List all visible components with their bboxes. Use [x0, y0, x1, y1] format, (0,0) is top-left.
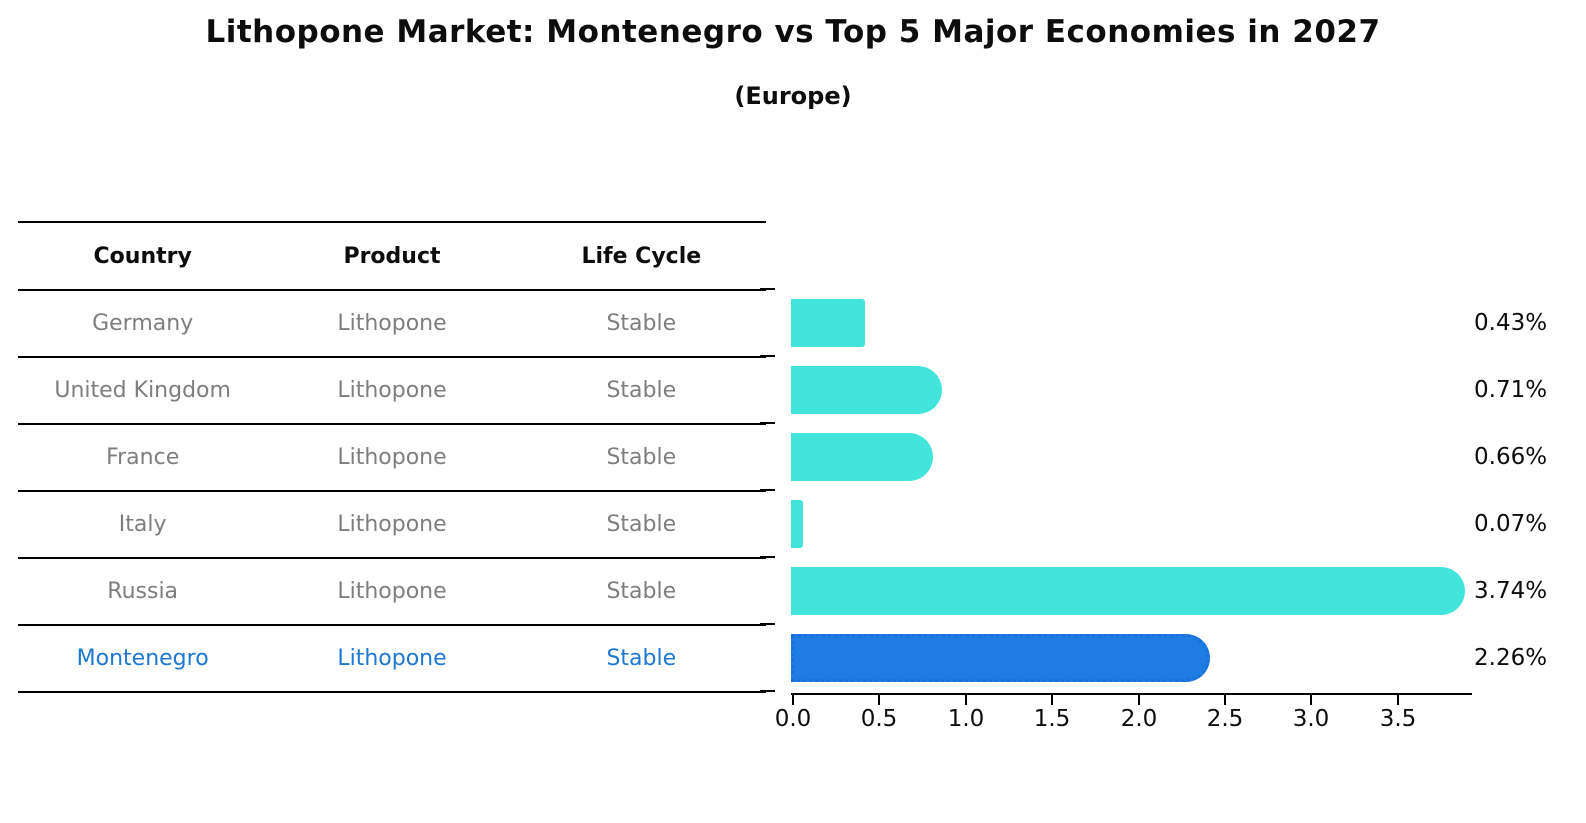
- x-axis-tick-label: 1.0: [947, 706, 985, 732]
- bar-value-label: 2.26%: [1474, 644, 1548, 671]
- column-header-lifecycle: Life Cycle: [581, 243, 702, 269]
- cell-product: Lithopone: [337, 378, 447, 403]
- x-axis-tick-label: 0.0: [774, 706, 812, 732]
- cell-country: France: [106, 445, 180, 470]
- bar-value-label: 0.43%: [1474, 309, 1548, 336]
- x-axis-tick: [792, 695, 794, 705]
- bar-montenegro-highlight: [791, 633, 1210, 682]
- x-axis-tick: [965, 695, 967, 705]
- cell-lifecycle: Stable: [606, 646, 677, 671]
- column-header-product: Product: [343, 243, 441, 269]
- table-row: Italy Lithopone Stable: [18, 490, 766, 557]
- y-axis-tick: [760, 623, 775, 625]
- bar: [791, 365, 942, 414]
- cell-lifecycle: Stable: [606, 445, 677, 470]
- x-axis-tick: [1310, 695, 1312, 705]
- table-row: United Kingdom Lithopone Stable: [18, 356, 766, 423]
- cell-country: Russia: [107, 579, 179, 604]
- cell-product: Lithopone: [337, 445, 447, 470]
- chart-title: Lithopone Market: Montenegro vs Top 5 Ma…: [205, 14, 1381, 50]
- x-axis-tick: [1397, 695, 1399, 705]
- x-axis-tick-label: 2.0: [1120, 706, 1158, 732]
- y-axis-tick: [760, 288, 775, 290]
- cell-product: Lithopone: [337, 579, 447, 604]
- y-axis-tick: [760, 556, 775, 558]
- cell-lifecycle: Stable: [606, 512, 677, 537]
- table-row-montenegro-highlight: Montenegro Lithopone Stable: [18, 624, 766, 693]
- country-info-table: Country Product Life Cycle Germany Litho…: [18, 221, 766, 693]
- x-axis-tick-label: 0.5: [860, 706, 898, 732]
- bar-value-label: 0.71%: [1474, 376, 1548, 403]
- bar-value-label: 0.07%: [1474, 510, 1548, 537]
- cell-country: Italy: [118, 512, 167, 537]
- x-axis-tick-label: 3.0: [1292, 706, 1330, 732]
- table-header-row: Country Product Life Cycle: [18, 221, 766, 289]
- x-axis-tick: [878, 695, 880, 705]
- cell-lifecycle: Stable: [606, 311, 677, 336]
- cell-lifecycle: Stable: [606, 579, 677, 604]
- cell-country: Montenegro: [76, 646, 209, 671]
- column-header-country: Country: [93, 243, 192, 269]
- cell-product: Lithopone: [337, 646, 447, 671]
- x-axis-tick: [1051, 695, 1053, 705]
- bar: [791, 298, 865, 347]
- bar: [791, 566, 1465, 615]
- cell-product: Lithopone: [337, 512, 447, 537]
- cell-country: Germany: [92, 311, 194, 336]
- y-axis-tick: [760, 489, 775, 491]
- x-axis-tick-label: 2.5: [1206, 706, 1244, 732]
- cell-country: United Kingdom: [54, 378, 231, 403]
- bar: [791, 432, 933, 481]
- y-axis-tick: [760, 422, 775, 424]
- table-row: Germany Lithopone Stable: [18, 289, 766, 356]
- table-row: France Lithopone Stable: [18, 423, 766, 490]
- x-axis-tick: [1224, 695, 1226, 705]
- y-axis-tick: [760, 355, 775, 357]
- cell-lifecycle: Stable: [606, 378, 677, 403]
- cell-product: Lithopone: [337, 311, 447, 336]
- bar: [791, 499, 803, 548]
- x-axis-tick-label: 3.5: [1379, 706, 1417, 732]
- y-axis-tick: [760, 690, 775, 692]
- table-row: Russia Lithopone Stable: [18, 557, 766, 624]
- chart-subtitle: (Europe): [734, 82, 852, 110]
- x-axis-line: [791, 693, 1472, 695]
- bar-value-label: 0.66%: [1474, 443, 1548, 470]
- bar-value-label: 3.74%: [1474, 577, 1548, 604]
- x-axis-tick: [1138, 695, 1140, 705]
- x-axis-tick-label: 1.5: [1033, 706, 1071, 732]
